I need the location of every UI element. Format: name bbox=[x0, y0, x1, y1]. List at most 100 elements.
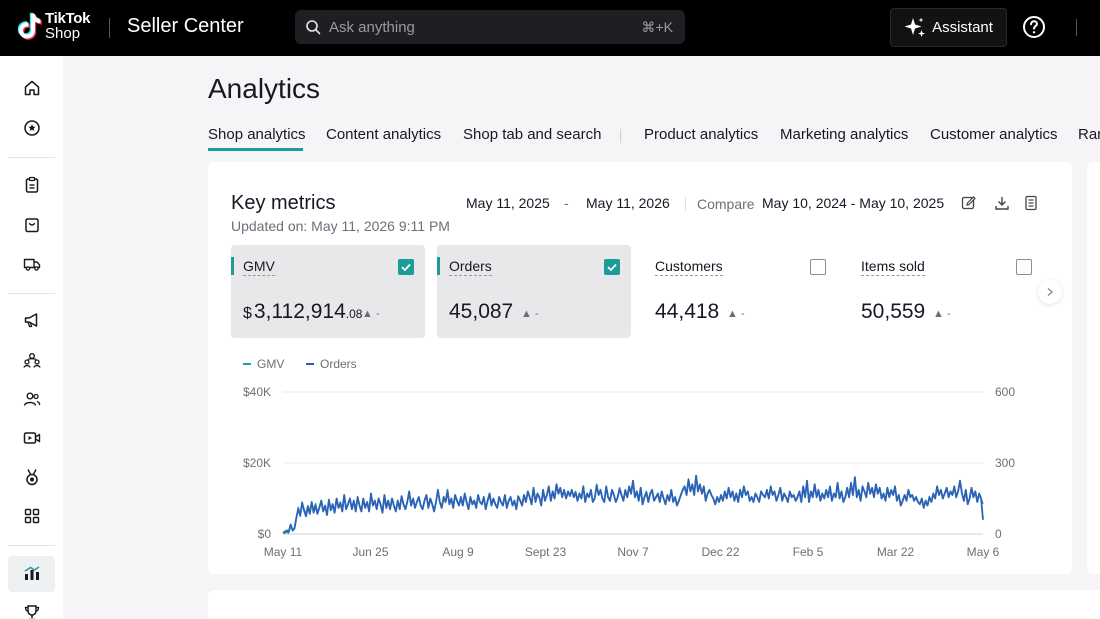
legend-swatch bbox=[243, 363, 251, 365]
help-icon[interactable] bbox=[1022, 15, 1046, 39]
metric-label: GMV bbox=[243, 258, 275, 276]
lower-card bbox=[208, 590, 1100, 619]
tab-product-analytics[interactable]: Product analytics bbox=[644, 126, 759, 143]
product-name: Seller Center bbox=[127, 15, 244, 37]
metric-label: Orders bbox=[449, 258, 492, 276]
metric-tile-orders[interactable]: Orders 45,087 ▲ - bbox=[437, 245, 631, 338]
sidebar-item-rewards[interactable] bbox=[8, 459, 55, 495]
brand-line1: TikTok bbox=[45, 10, 91, 27]
notes-icon[interactable] bbox=[1023, 195, 1039, 211]
next-metrics-button[interactable] bbox=[1038, 280, 1062, 304]
edit-icon[interactable] bbox=[961, 195, 977, 211]
metric-tile-gmv[interactable]: GMV $3,112,914.08 ▲ - bbox=[231, 245, 425, 338]
y-left-tick-label: $20K bbox=[243, 456, 271, 470]
metric-label: Items sold bbox=[861, 258, 925, 276]
date-divider bbox=[685, 197, 686, 211]
clipboard-icon bbox=[25, 176, 38, 193]
grid-icon bbox=[24, 508, 39, 524]
metric-trend: ▲ - bbox=[727, 308, 745, 320]
topbar-divider bbox=[109, 18, 110, 38]
trophy-icon bbox=[24, 605, 39, 619]
sidebar-item-home[interactable] bbox=[8, 70, 55, 106]
y-left-tick-label: $40K bbox=[243, 385, 271, 399]
sparkle-icon bbox=[904, 17, 926, 37]
series-line-orders bbox=[282, 475, 984, 534]
y-right-tick-label: 300 bbox=[995, 456, 1015, 470]
checkbox-checked-icon[interactable] bbox=[398, 259, 414, 275]
search-icon bbox=[306, 20, 321, 35]
metric-color-bar bbox=[437, 257, 440, 275]
sidebar-item-live-video[interactable] bbox=[8, 420, 55, 456]
checkbox-unchecked-icon[interactable] bbox=[810, 259, 826, 275]
legend-item-gmv[interactable]: GMV bbox=[243, 357, 284, 371]
legend-swatch bbox=[306, 363, 314, 365]
page-title: Analytics bbox=[208, 73, 321, 104]
sidebar-item-products[interactable] bbox=[8, 207, 55, 243]
sidebar-item-favorites[interactable] bbox=[8, 110, 55, 146]
x-tick-label: Sept 23 bbox=[525, 545, 567, 559]
sidebar-item-marketing[interactable] bbox=[8, 302, 55, 338]
tab-ran-truncated[interactable]: Ran bbox=[1078, 126, 1100, 143]
date-range-start[interactable]: May 11, 2025 bbox=[466, 195, 550, 211]
tab-content-analytics[interactable]: Content analytics bbox=[326, 126, 442, 143]
adjacent-card bbox=[1087, 162, 1100, 574]
legend-item-orders[interactable]: Orders bbox=[306, 357, 357, 371]
megaphone-icon bbox=[24, 313, 37, 328]
metric-tile-customers[interactable]: Customers 44,418 ▲ - bbox=[643, 245, 837, 338]
top-bar: TikTok Shop Seller Center ⌘+K Assistant bbox=[0, 0, 1100, 56]
truck-icon bbox=[23, 258, 40, 271]
metric-tile-items-sold[interactable]: Items sold 50,559 ▲ - bbox=[849, 245, 1043, 338]
medal-icon bbox=[25, 469, 38, 486]
tiktok-logo-icon bbox=[17, 12, 42, 40]
x-tick-label: Mar 22 bbox=[877, 545, 915, 559]
compare-date-range[interactable]: May 10, 2024 - May 10, 2025 bbox=[762, 195, 945, 211]
chevron-right-icon bbox=[1047, 287, 1054, 297]
sidebar-item-achievements[interactable] bbox=[8, 595, 55, 619]
star-circle-icon bbox=[23, 120, 40, 136]
metric-value: 45,087 bbox=[449, 300, 514, 323]
sidebar-separator bbox=[8, 157, 55, 158]
topbar-divider-right bbox=[1076, 19, 1077, 36]
checkbox-unchecked-icon[interactable] bbox=[1016, 259, 1032, 275]
x-tick-label: Jun 25 bbox=[352, 545, 388, 559]
tab-customer-analytics[interactable]: Customer analytics bbox=[930, 126, 1058, 143]
tiktok-shop-logo[interactable]: TikTok Shop bbox=[14, 10, 96, 46]
sidebar-separator bbox=[8, 545, 55, 546]
search-box[interactable]: ⌘+K bbox=[295, 10, 685, 44]
x-tick-label: Aug 9 bbox=[442, 545, 474, 559]
sidebar-item-affiliate[interactable] bbox=[8, 342, 55, 378]
tab-separator bbox=[620, 129, 621, 143]
checkbox-checked-icon[interactable] bbox=[604, 259, 620, 275]
assistant-button[interactable]: Assistant bbox=[890, 8, 1007, 47]
gmv-orders-line-chart: $0 0 $20K 300 $40K 600 May 11 Jun 25 Aug 9 Sept 2… bbox=[243, 385, 1015, 559]
search-shortcut: ⌘+K bbox=[641, 19, 673, 35]
sidebar-item-analytics[interactable] bbox=[8, 556, 55, 592]
bar-chart-icon bbox=[24, 566, 39, 580]
sidebar-item-customers[interactable] bbox=[8, 381, 55, 417]
shopping-bag-icon bbox=[24, 218, 39, 233]
legend-label: Orders bbox=[320, 357, 357, 371]
legend-label: GMV bbox=[257, 357, 285, 371]
download-icon[interactable] bbox=[994, 195, 1010, 211]
tab-marketing-analytics[interactable]: Marketing analytics bbox=[780, 126, 909, 143]
tab-shop-tab-and-search[interactable]: Shop tab and search bbox=[463, 126, 602, 143]
assistant-label: Assistant bbox=[932, 19, 993, 36]
video-icon bbox=[23, 432, 40, 444]
sidebar-item-shipping[interactable] bbox=[8, 246, 55, 282]
tab-shop-analytics[interactable]: Shop analytics bbox=[208, 126, 306, 143]
sidebar-separator bbox=[8, 293, 55, 294]
y-right-tick-label: 0 bbox=[995, 527, 1002, 541]
home-icon bbox=[24, 80, 39, 96]
search-input[interactable] bbox=[329, 10, 629, 44]
x-tick-label: Nov 7 bbox=[617, 545, 649, 559]
sidebar-item-orders[interactable] bbox=[8, 167, 55, 203]
users-icon bbox=[23, 392, 40, 406]
metric-trend: ▲ - bbox=[362, 308, 380, 320]
sidebar-item-apps[interactable] bbox=[8, 498, 55, 534]
metric-value: 44,418 bbox=[655, 300, 720, 323]
active-tab-indicator bbox=[208, 148, 303, 151]
x-tick-label: Dec 22 bbox=[701, 545, 739, 559]
metric-trend: ▲ - bbox=[933, 308, 951, 320]
date-range-end[interactable]: May 11, 2026 bbox=[586, 195, 670, 211]
brand-line2: Shop bbox=[45, 25, 81, 42]
